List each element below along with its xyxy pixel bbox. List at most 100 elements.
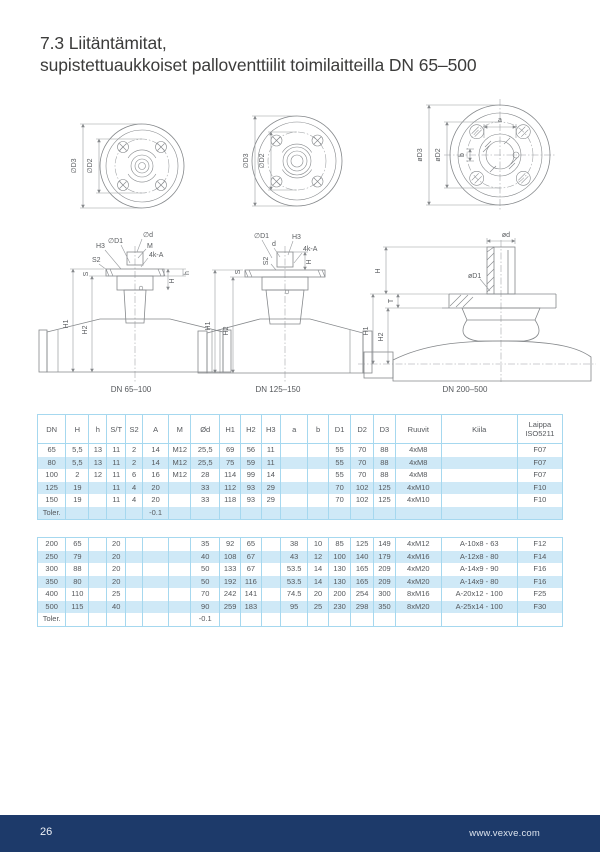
table-cell: 500 (36, 600, 67, 613)
table-cell (440, 469, 518, 482)
dn200-500-front-view: ød øD1 H T H1 H2 (358, 232, 596, 382)
table-cell (125, 600, 143, 613)
table-cell: F30 (516, 600, 564, 613)
column-header: A (141, 414, 170, 444)
table-cell (125, 588, 143, 601)
table-cell: 179 (372, 550, 396, 563)
dim-label-b: b (459, 153, 466, 157)
table-cell: 209 (372, 563, 396, 576)
table-cell: 20 (141, 494, 170, 507)
table-cell: F12 (516, 537, 564, 551)
table-cell (394, 613, 442, 626)
table-cell: 50 (190, 575, 221, 588)
dim-label-m: M (147, 243, 153, 250)
table-cell: 149 (372, 537, 396, 551)
table-cell (88, 563, 108, 576)
column-header: DN (36, 414, 67, 444)
dimension-table-large: 200 65 20 35 92 65 38 10 85 125 149 4xM12 A-10x8 - 6… (36, 537, 564, 627)
table-cell: 50 (190, 563, 221, 576)
table-cell: 11 (106, 469, 127, 482)
table-cell (219, 506, 242, 520)
table-cell: 130 (327, 563, 352, 576)
footer-bar: 26 www.vexve.com (0, 815, 600, 852)
table-cell: 298 (350, 600, 374, 613)
table-cell (307, 456, 329, 469)
table-cell (141, 550, 170, 563)
table-cell (141, 563, 170, 576)
dim-label-d3: ∅D3 (71, 158, 78, 173)
table-cell: 88 (372, 469, 396, 482)
table-cell: 114 (219, 469, 242, 482)
column-header: Ød (190, 414, 221, 444)
table-cell: 25 (106, 588, 127, 601)
table-cell: 165 (350, 575, 374, 588)
table-cell: 43 (280, 550, 309, 563)
table-cell (307, 506, 329, 520)
table-cell (350, 506, 374, 520)
dim-label-s: S (235, 269, 242, 274)
table-cell (440, 481, 518, 494)
table-cell: 8xM16 (394, 588, 442, 601)
table-cell (350, 613, 374, 626)
dim-label-h2: H2 (223, 326, 230, 335)
table-cell: 4xM8 (394, 469, 442, 482)
website-link[interactable]: www.vexve.com (469, 828, 540, 839)
column-header: D2 (350, 414, 374, 444)
table-cell: 65 (240, 537, 262, 551)
table-cell (141, 613, 170, 626)
table-cell: 70 (350, 469, 374, 482)
column-header: H3 (260, 414, 282, 444)
table-cell: 88 (372, 456, 396, 469)
table-cell: 254 (350, 588, 374, 601)
table-cell (327, 506, 352, 520)
table-cell (260, 537, 282, 551)
table-cell: 11 (106, 456, 127, 469)
table-cell (168, 550, 192, 563)
dn65-100-top-view: ∅D3 ∅D2 (71, 123, 185, 209)
table-row: 350 80 20 50 192 116 53.5 14 130 165 209 4xM20 A-14x… (36, 575, 564, 588)
table-cell (88, 550, 108, 563)
table-cell: 300 (36, 563, 67, 576)
table-cell: 74.5 (280, 588, 309, 601)
table-cell: 8xM20 (394, 600, 442, 613)
dim-label-od: ød (502, 232, 510, 239)
page-title: 7.3 Liitäntämitat, supistettuaukkoiset p… (40, 32, 580, 76)
table-cell: 4 (125, 494, 143, 507)
table-cell: M12 (168, 456, 192, 469)
table-cell: Toler. (36, 506, 67, 520)
table-cell: 5,5 (65, 443, 90, 457)
table-cell: 100 (327, 550, 352, 563)
table-row: 500 115 40 90 259 183 95 25 230 298 350 8xM20 A-25x1… (36, 600, 564, 613)
table-cell: A-10x8 - 63 (440, 537, 518, 551)
table-row: Toler. -0.1 (36, 613, 564, 626)
table-cell: -0.1 (190, 613, 221, 626)
table-cell (280, 469, 309, 482)
table-cell (65, 506, 90, 520)
dim-label-h-cap: H (375, 268, 382, 273)
table-cell: 350 (36, 575, 67, 588)
table-cell (168, 613, 192, 626)
table-cell: A-14x9 - 80 (440, 575, 518, 588)
table-cell (106, 613, 127, 626)
table-cell (260, 613, 282, 626)
table-cell: 99 (240, 469, 262, 482)
table-cell: F25 (516, 588, 564, 601)
column-header: h (88, 414, 108, 444)
table-cell (440, 443, 518, 457)
table-cell (125, 613, 143, 626)
table-cell: 4xM20 (394, 575, 442, 588)
dn125-150-top-view: ∅D3 ∅D2 (243, 115, 343, 207)
table-cell (125, 575, 143, 588)
table-cell: 25 (307, 600, 329, 613)
dim-label-t: T (388, 298, 395, 303)
table-cell: 70 (350, 443, 374, 457)
dn200-500-top-view: a b øD3 øD2 (417, 99, 556, 211)
dim-label-4ka: 4k-A (303, 246, 318, 253)
table-cell: 12 (88, 469, 108, 482)
table-cell: 6 (125, 469, 143, 482)
dim-label-h1: H1 (363, 326, 370, 335)
table-cell (190, 506, 221, 520)
